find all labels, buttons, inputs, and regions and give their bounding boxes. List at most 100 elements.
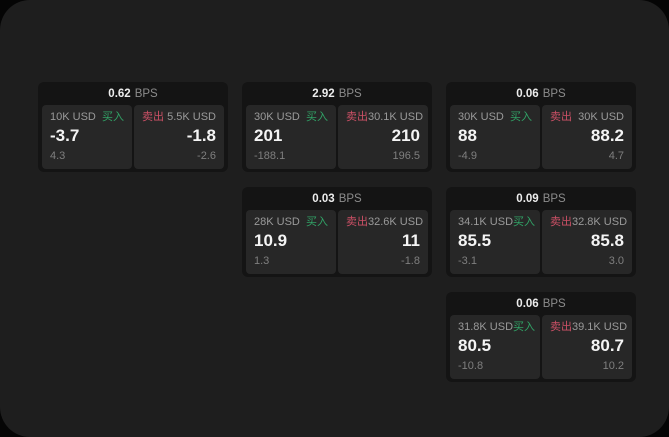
buy-price: 85.5 [458,231,492,250]
buy-amount: 30K USD [458,111,504,123]
sell-panel[interactable]: 卖出 32.6K USD 11 -1.8 [338,210,428,274]
buy-label: 买入 [513,321,536,333]
sell-sub-value: 3.0 [608,255,624,267]
buy-amount: 31.8K USD [458,321,514,333]
buy-price: -3.7 [50,126,80,145]
buy-sub-value: -3.1 [458,255,477,267]
buy-label: 买入 [306,216,328,228]
buy-panel[interactable]: 28K USD 买入 10.9 1.3 [246,210,336,274]
buy-label: 买入 [513,216,536,228]
bps-value: 0.62 [108,87,131,100]
sell-label: 卖出 [346,216,368,228]
buy-panel[interactable]: 31.8K USD 买入 80.5 -10.8 [450,315,540,379]
sell-price: 80.7 [590,336,624,355]
sell-amount: 32.8K USD [572,216,628,228]
buy-amount: 10K USD [50,111,96,123]
buy-price: 201 [254,126,283,145]
buy-panel[interactable]: 30K USD 买入 201 -188.1 [246,105,336,169]
buy-price: 80.5 [458,336,492,355]
buy-top-row: 30K USD 买入 [254,111,328,124]
quote-card-5: 0.09 BPS 34.1K USD 买入 85.5 -3.1 卖出 32.8K… [446,187,636,277]
sell-panel[interactable]: 卖出 5.5K USD -1.8 -2.6 [134,105,224,169]
spread-header: 2.92 BPS [242,82,432,105]
buy-sub-value: -4.9 [458,150,477,162]
sell-panel[interactable]: 卖出 32.8K USD 85.8 3.0 [542,210,632,274]
sell-amount: 30.1K USD [368,111,424,123]
buy-amount: 28K USD [254,216,300,228]
sell-sub-value: -2.6 [197,150,216,162]
quote-card-3: 0.06 BPS 30K USD 买入 88 -4.9 卖出 30K USD 8… [446,82,636,172]
buy-amount: 30K USD [254,111,300,123]
buy-price: 88 [458,126,477,145]
quote-card-2: 2.92 BPS 30K USD 买入 201 -188.1 卖出 30.1K … [242,82,432,172]
sell-top-row: 卖出 32.8K USD [550,216,628,229]
quote-card-4: 0.03 BPS 28K USD 买入 10.9 1.3 卖出 32.6K US… [242,187,432,277]
buy-top-row: 30K USD 买入 [458,111,532,124]
card-body: 34.1K USD 买入 85.5 -3.1 卖出 32.8K USD 85.8… [446,210,636,274]
sell-label: 卖出 [142,111,164,123]
sell-sub-value: 10.2 [602,360,624,372]
bps-unit: BPS [542,87,566,100]
sell-label: 卖出 [550,216,572,228]
sell-price: 85.8 [590,231,624,250]
quote-card-6: 0.06 BPS 31.8K USD 买入 80.5 -10.8 卖出 39.1… [446,292,636,382]
sell-panel[interactable]: 卖出 30K USD 88.2 4.7 [542,105,632,169]
spread-header: 0.09 BPS [446,187,636,210]
buy-panel[interactable]: 34.1K USD 买入 85.5 -3.1 [450,210,540,274]
sell-amount: 30K USD [578,111,624,123]
sell-panel[interactable]: 卖出 30.1K USD 210 196.5 [338,105,428,169]
card-body: 10K USD 买入 -3.7 4.3 卖出 5.5K USD -1.8 -2.… [38,105,228,169]
buy-sub-value: 1.3 [254,255,270,267]
bps-unit: BPS [134,87,158,100]
spread-header: 0.06 BPS [446,82,636,105]
bps-value: 2.92 [312,87,335,100]
buy-top-row: 10K USD 买入 [50,111,124,124]
bps-value: 0.06 [516,87,539,100]
buy-top-row: 31.8K USD 买入 [458,321,536,334]
bps-value: 0.06 [516,297,539,310]
spread-header: 0.06 BPS [446,292,636,315]
sell-amount: 32.6K USD [368,216,424,228]
sell-sub-value: 4.7 [608,150,624,162]
buy-sub-value: -188.1 [254,150,286,162]
buy-label: 买入 [306,111,328,123]
sell-price: 88.2 [590,126,624,145]
buy-sub-value: 4.3 [50,150,66,162]
sell-top-row: 卖出 39.1K USD [550,321,627,334]
sell-sub-value: -1.8 [401,255,420,267]
buy-label: 买入 [510,111,532,123]
bps-value: 0.03 [312,192,335,205]
card-body: 30K USD 买入 88 -4.9 卖出 30K USD 88.2 4.7 [446,105,636,169]
buy-top-row: 34.1K USD 买入 [458,216,536,229]
spread-header: 0.03 BPS [242,187,432,210]
buy-panel[interactable]: 30K USD 买入 88 -4.9 [450,105,540,169]
sell-top-row: 卖出 5.5K USD [142,111,216,124]
buy-label: 买入 [102,111,124,123]
sell-price: 210 [391,126,420,145]
sell-label: 卖出 [346,111,368,123]
buy-panel[interactable]: 10K USD 买入 -3.7 4.3 [42,105,132,169]
buy-sub-value: -10.8 [458,360,484,372]
card-body: 30K USD 买入 201 -188.1 卖出 30.1K USD 210 1… [242,105,432,169]
buy-top-row: 28K USD 买入 [254,216,328,229]
sell-label: 卖出 [550,111,572,123]
sell-sub-value: 196.5 [392,150,420,162]
bps-unit: BPS [338,192,362,205]
card-body: 31.8K USD 买入 80.5 -10.8 卖出 39.1K USD 80.… [446,315,636,379]
spread-header: 0.62 BPS [38,82,228,105]
sell-panel[interactable]: 卖出 39.1K USD 80.7 10.2 [542,315,632,379]
sell-top-row: 卖出 32.6K USD [346,216,424,229]
card-body: 28K USD 买入 10.9 1.3 卖出 32.6K USD 11 -1.8 [242,210,432,274]
sell-top-row: 卖出 30K USD [550,111,624,124]
sell-label: 卖出 [550,321,572,333]
sell-amount: 5.5K USD [167,111,216,123]
buy-price: 10.9 [254,231,288,250]
bps-unit: BPS [338,87,362,100]
bps-unit: BPS [542,297,566,310]
bps-unit: BPS [542,192,566,205]
buy-amount: 34.1K USD [458,216,514,228]
sell-top-row: 卖出 30.1K USD [346,111,424,124]
bps-value: 0.09 [516,192,539,205]
quote-card-1: 0.62 BPS 10K USD 买入 -3.7 4.3 卖出 5.5K USD… [38,82,228,172]
